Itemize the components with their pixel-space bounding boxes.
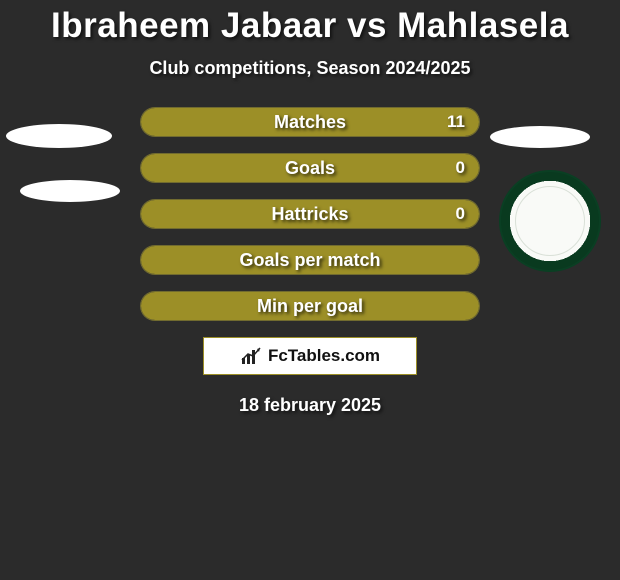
- stat-label: Goals: [141, 154, 479, 182]
- stat-row-matches: Matches 11: [140, 107, 480, 137]
- stat-row-goals-per-match: Goals per match: [140, 245, 480, 275]
- chart-icon: [240, 346, 264, 366]
- stat-row-hattricks: Hattricks 0: [140, 199, 480, 229]
- stat-label: Goals per match: [141, 246, 479, 274]
- stat-value-right: 0: [456, 200, 465, 228]
- source-logo-box: FcTables.com: [203, 337, 417, 375]
- stat-label: Hattricks: [141, 200, 479, 228]
- page-title: Ibraheem Jabaar vs Mahlasela: [0, 0, 620, 46]
- stat-label: Min per goal: [141, 292, 479, 320]
- date-label: 18 february 2025: [0, 395, 620, 416]
- stat-label: Matches: [141, 108, 479, 136]
- source-logo-text: FcTables.com: [268, 346, 380, 366]
- stat-row-goals: Goals 0: [140, 153, 480, 183]
- subtitle: Club competitions, Season 2024/2025: [0, 58, 620, 79]
- stat-row-min-per-goal: Min per goal: [140, 291, 480, 321]
- stat-value-right: 0: [456, 154, 465, 182]
- comparison-chart: Matches 11 Goals 0 Hattricks 0 Goals per…: [0, 107, 620, 416]
- stat-value-right: 11: [447, 108, 465, 136]
